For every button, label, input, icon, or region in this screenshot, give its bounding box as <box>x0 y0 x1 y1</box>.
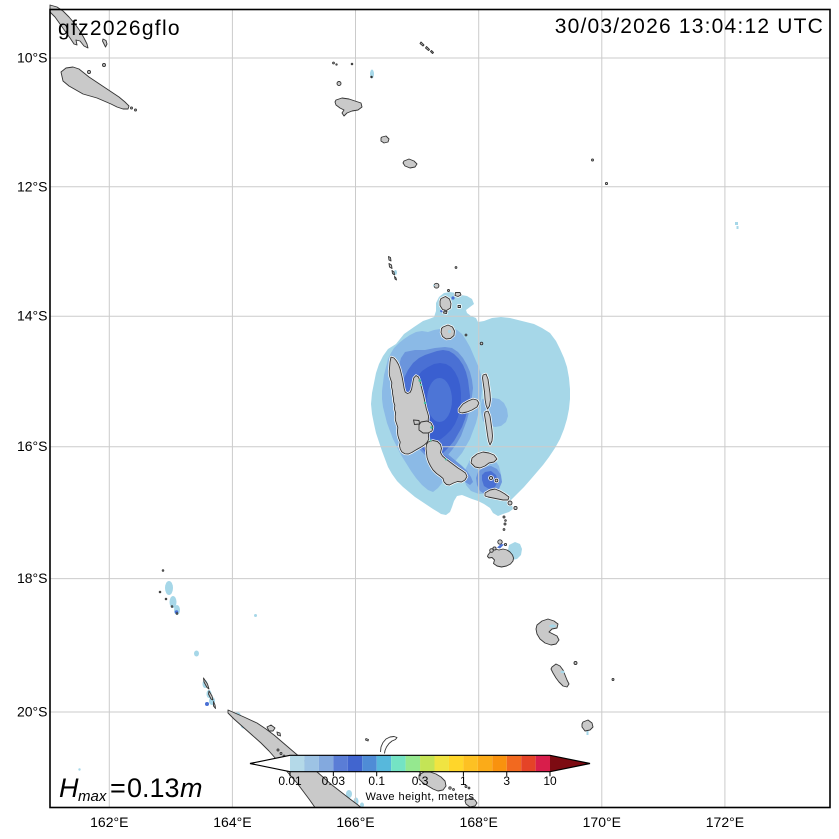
svg-text:30/03/2026 13:04:12 UTC: 30/03/2026 13:04:12 UTC <box>555 15 824 38</box>
svg-text:m: m <box>180 773 203 803</box>
svg-text:0.01: 0.01 <box>278 774 302 788</box>
svg-text:0.03: 0.03 <box>322 774 346 788</box>
svg-text:12°S: 12°S <box>17 178 48 194</box>
svg-text:20°S: 20°S <box>17 704 48 720</box>
svg-text:gfz2026gflo: gfz2026gflo <box>58 17 181 40</box>
svg-text:164°E: 164°E <box>213 814 251 830</box>
svg-text:14°S: 14°S <box>17 308 48 324</box>
svg-text:=: = <box>110 773 126 803</box>
svg-text:H: H <box>59 773 79 803</box>
svg-text:16°S: 16°S <box>17 438 48 454</box>
svg-text:max: max <box>78 788 107 805</box>
svg-text:18°S: 18°S <box>17 570 48 586</box>
svg-text:0.3: 0.3 <box>412 774 429 788</box>
svg-text:10: 10 <box>543 774 557 788</box>
svg-text:172°E: 172°E <box>706 814 744 830</box>
svg-text:166°E: 166°E <box>336 814 374 830</box>
svg-text:0.13: 0.13 <box>127 773 180 803</box>
svg-text:170°E: 170°E <box>583 814 621 830</box>
svg-text:1: 1 <box>460 774 467 788</box>
svg-text:3: 3 <box>503 774 510 788</box>
svg-text:10°S: 10°S <box>17 50 48 66</box>
svg-text:168°E: 168°E <box>460 814 498 830</box>
svg-text:0.1: 0.1 <box>368 774 385 788</box>
svg-text:Wave height, meters: Wave height, meters <box>365 791 474 803</box>
svg-text:162°E: 162°E <box>90 814 128 830</box>
